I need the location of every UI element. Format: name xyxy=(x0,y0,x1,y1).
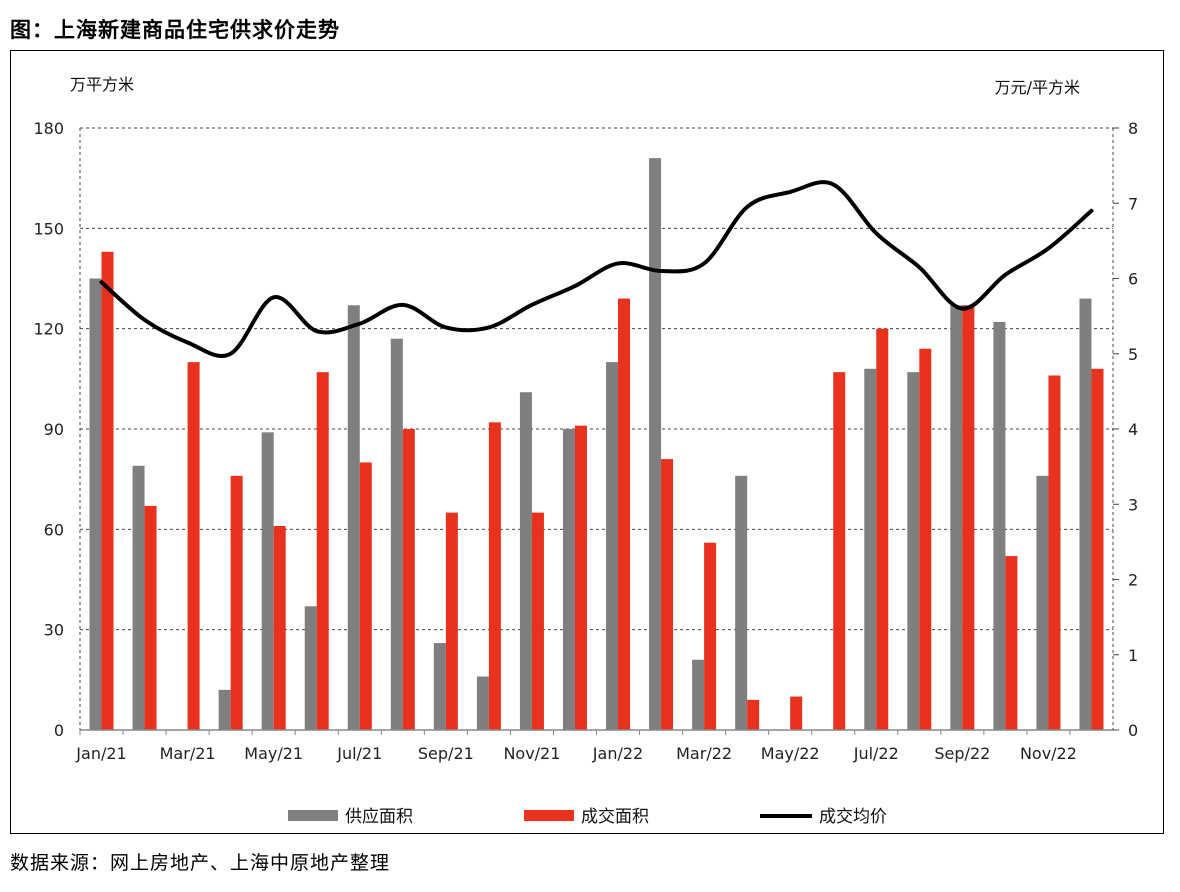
x-tick-label: Mar/21 xyxy=(160,744,216,763)
y-left-tick-label: 60 xyxy=(44,520,64,539)
price-line xyxy=(99,180,1094,358)
x-tick-label: May/22 xyxy=(761,744,820,763)
y-left-tick-label: 30 xyxy=(44,621,64,640)
y-left-tick-label: 180 xyxy=(33,119,64,138)
chart-title: 图：上海新建商品住宅供求价走势 xyxy=(10,18,340,42)
bar-supply xyxy=(606,362,619,730)
y-left-tick-label: 90 xyxy=(44,420,64,439)
y-right-tick-label: 0 xyxy=(1128,721,1138,740)
data-source: 数据来源：网上房地产、上海中原地产整理 xyxy=(10,852,391,874)
bar-deal xyxy=(574,425,587,730)
bar-deal xyxy=(661,459,674,730)
bar-deal xyxy=(273,525,286,730)
bar-deal xyxy=(402,429,415,730)
y-right-tick-label: 1 xyxy=(1128,646,1138,665)
y-left-unit: 万平方米 xyxy=(70,75,134,94)
legend-swatch-supply xyxy=(288,810,338,821)
bar-deal xyxy=(230,475,243,730)
y-right-tick-label: 4 xyxy=(1128,420,1138,439)
chart-frame xyxy=(10,50,1164,834)
bar-deal xyxy=(488,422,501,730)
bar-deal xyxy=(101,251,114,730)
bar-supply xyxy=(907,372,920,730)
bar-deal xyxy=(962,305,975,730)
y-left-tick-label: 0 xyxy=(54,721,64,740)
y-left-tick-label: 120 xyxy=(33,320,64,339)
bar-supply xyxy=(692,659,705,730)
bar-deal xyxy=(316,372,329,730)
x-tick-label: Nov/22 xyxy=(1020,744,1077,763)
bar-supply xyxy=(649,158,662,731)
x-tick-label: Mar/22 xyxy=(676,744,732,763)
x-tick-label: Sep/22 xyxy=(934,744,990,763)
bar-supply xyxy=(562,429,575,730)
bars xyxy=(89,158,1104,731)
bar-supply xyxy=(390,338,403,730)
bar-supply xyxy=(304,606,317,730)
bar-deal xyxy=(618,298,631,730)
y-right-tick-label: 3 xyxy=(1128,495,1138,514)
bar-supply xyxy=(433,643,446,730)
x-tick-label: Sep/21 xyxy=(418,744,474,763)
bar-deal xyxy=(445,512,458,730)
bar-supply xyxy=(864,368,877,730)
x-tick-label: Nov/21 xyxy=(503,744,560,763)
y-right-tick-label: 5 xyxy=(1128,345,1138,364)
y-right-tick-label: 6 xyxy=(1128,270,1138,289)
bar-supply xyxy=(1079,298,1092,730)
x-tick-label: Jan/22 xyxy=(592,744,643,763)
bar-supply xyxy=(950,305,963,730)
bar-supply xyxy=(218,689,231,730)
bar-deal xyxy=(833,372,846,730)
bar-supply xyxy=(476,676,489,730)
bar-deal xyxy=(187,362,200,730)
y-right-tick-label: 2 xyxy=(1128,571,1138,590)
bar-deal xyxy=(747,699,760,730)
bar-deal xyxy=(1091,368,1104,730)
price-line-path xyxy=(99,180,1094,358)
legend-swatch-deal xyxy=(524,810,574,821)
bar-supply xyxy=(735,475,748,730)
x-tick-label: May/21 xyxy=(244,744,303,763)
bar-deal xyxy=(919,348,932,730)
bar-supply xyxy=(347,305,360,730)
legend-label-deal: 成交面积 xyxy=(581,807,649,827)
bar-deal xyxy=(144,505,157,730)
x-tick-label: Jan/21 xyxy=(75,744,126,763)
bar-supply xyxy=(993,321,1006,730)
legend: 供应面积 成交面积 成交均价 xyxy=(288,807,887,827)
axes: 0 30 60 90 120 150 180 0 1 2 3 4 5 6 7 8 Jan/21 Mar/21 May… xyxy=(33,119,1138,763)
y-left-tick-label: 150 xyxy=(33,219,64,238)
bar-supply xyxy=(132,465,145,730)
bar-deal xyxy=(531,512,544,730)
bar-deal xyxy=(704,542,717,730)
bar-deal xyxy=(876,328,889,730)
y-right-tick-label: 7 xyxy=(1128,194,1138,213)
legend-label-price: 成交均价 xyxy=(819,807,887,827)
bar-deal xyxy=(1005,556,1018,730)
bar-supply xyxy=(261,432,274,730)
y-right-tick-label: 8 xyxy=(1128,119,1138,138)
x-tick-label: Jul/21 xyxy=(336,744,382,763)
bar-deal xyxy=(790,696,803,730)
legend-label-supply: 供应面积 xyxy=(345,807,413,827)
y-right-unit: 万元/平方米 xyxy=(995,78,1080,97)
bar-deal xyxy=(1048,375,1061,730)
bar-deal xyxy=(359,462,372,730)
bar-supply xyxy=(89,278,102,730)
bar-supply xyxy=(1036,475,1049,730)
bar-supply xyxy=(519,392,532,730)
grid-lines xyxy=(80,127,1113,631)
x-tick-label: Jul/22 xyxy=(853,744,899,763)
